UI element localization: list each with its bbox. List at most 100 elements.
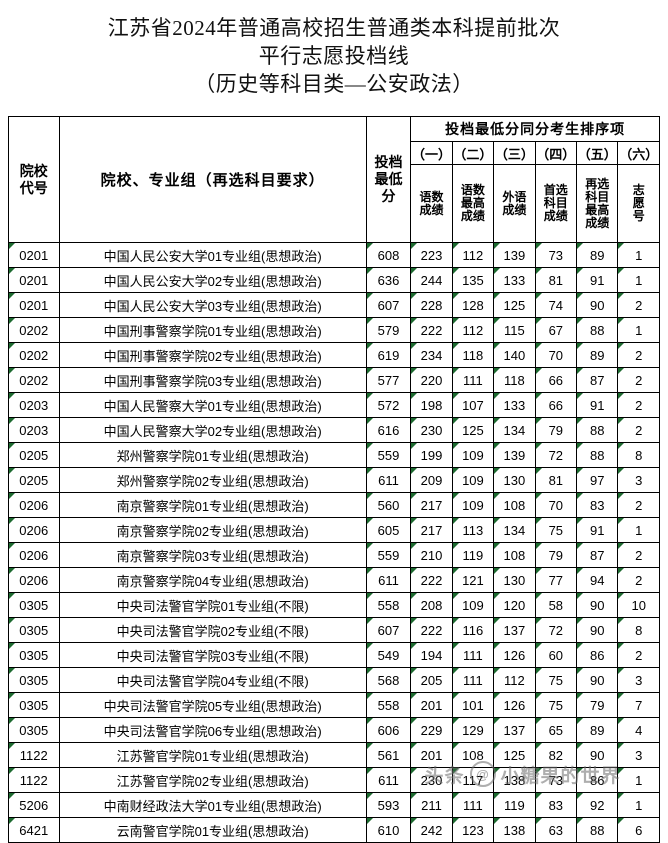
cell-rank-4-first-choice: 72 <box>534 442 578 468</box>
cell-rank-1-chinese-math: 222 <box>410 617 453 643</box>
cell-rank-6-volunteer-number: 2 <box>617 567 660 593</box>
cell-rank-5-reselect-max: 90 <box>576 667 619 693</box>
sub-3-line-1: 外语 <box>502 189 527 204</box>
cell-min-score: 559 <box>365 542 412 568</box>
cell-school-code: 0202 <box>8 317 60 343</box>
cell-rank-3-foreign-language: 119 <box>493 792 536 818</box>
table-row: 0205 郑州警察学院01专业组(思想政治) 559 199 109 139 72 88 8 <box>8 442 660 468</box>
table-row: 5206 中南财经政法大学01专业组(思想政治) 593 211 111 119 83 92 1 <box>8 792 660 818</box>
cell-rank-3-foreign-language: 130 <box>493 567 536 593</box>
header-school-code-l2: 代号 <box>19 179 48 196</box>
cell-min-score: 611 <box>365 767 412 793</box>
cell-min-score: 568 <box>365 667 412 693</box>
cell-rank-2-chinese-math-max: 109 <box>451 467 495 493</box>
table-row: 0201 中国人民公安大学03专业组(思想政治) 607 228 128 125 74 90 2 <box>8 292 660 318</box>
sub-6-line-2: 愿 <box>632 196 645 210</box>
sub-4-line-1: 首选 <box>543 183 568 197</box>
cell-rank-6-volunteer-number: 3 <box>617 667 660 693</box>
cell-school-major-group: 中国刑事警察学院03专业组(思想政治) <box>58 367 367 393</box>
cell-school-major-group: 南京警察学院01专业组(思想政治) <box>58 492 367 518</box>
page-title: 江苏省2024年普通高校招生普通类本科提前批次 平行志愿投档线 （历史等科目类—… <box>0 0 668 98</box>
admission-score-table: 院校 代号 院校、专业组（再选科目要求） 投档 最低 分 投档最低分同分考生排序… <box>8 116 660 843</box>
title-line-2: 平行志愿投档线 <box>258 44 410 68</box>
cell-school-major-group: 中国人民公安大学01专业组(思想政治) <box>58 242 367 268</box>
cell-rank-1-chinese-math: 228 <box>410 292 453 318</box>
sub-5-line-2: 科目 <box>585 189 610 204</box>
cell-school-code: 0206 <box>8 517 60 543</box>
table-row: 0206 南京警察学院01专业组(思想政治) 560 217 109 108 70 83 2 <box>8 492 660 518</box>
cell-rank-5-reselect-max: 91 <box>576 392 619 418</box>
cell-rank-4-first-choice: 82 <box>534 742 578 768</box>
cell-school-code: 0206 <box>8 542 60 568</box>
table-row: 0203 中国人民警察大学02专业组(思想政治) 616 230 125 134 79 88 2 <box>8 417 660 443</box>
cell-rank-4-first-choice: 79 <box>534 542 578 568</box>
cell-rank-2-chinese-math-max: 111 <box>451 667 495 693</box>
cell-rank-2-chinese-math-max: 109 <box>451 492 495 518</box>
cell-rank-2-chinese-math-max: 129 <box>451 717 495 743</box>
cell-school-major-group: 郑州警察学院01专业组(思想政治) <box>58 442 367 468</box>
cell-rank-6-volunteer-number: 1 <box>617 767 660 793</box>
cell-school-major-group: 云南警官学院01专业组(思想政治) <box>58 817 367 843</box>
cell-school-code: 0203 <box>8 417 60 443</box>
cell-rank-4-first-choice: 67 <box>534 317 578 343</box>
cell-rank-5-reselect-max: 90 <box>576 592 619 618</box>
cell-rank-6-volunteer-number: 1 <box>617 792 660 818</box>
header-min-score-l2: 最低 <box>374 171 403 187</box>
cell-school-code: 0201 <box>8 242 60 268</box>
cell-rank-1-chinese-math: 194 <box>410 642 453 668</box>
cell-rank-3-foreign-language: 120 <box>493 592 536 618</box>
table-row: 0305 中央司法警官学院02专业组(不限) 607 222 116 137 72 90 8 <box>8 617 660 643</box>
sub-4-line-2: 科目 <box>543 196 568 210</box>
table-row: 0305 中央司法警官学院01专业组(不限) 558 208 109 120 58 90 10 <box>8 592 660 618</box>
header-school-code: 院校 代号 <box>8 116 60 243</box>
cell-school-code: 0203 <box>8 392 60 418</box>
cell-school-major-group: 江苏警官学院02专业组(思想政治) <box>58 767 367 793</box>
table-row: 0202 中国刑事警察学院03专业组(思想政治) 577 220 111 118 66 87 2 <box>8 367 660 393</box>
cell-rank-4-first-choice: 73 <box>534 242 578 268</box>
cell-school-code: 0305 <box>8 617 60 643</box>
cell-rank-2-chinese-math-max: 123 <box>451 817 495 843</box>
cell-rank-3-foreign-language: 125 <box>493 742 536 768</box>
title-line-1: 江苏省2024年普通高校招生普通类本科提前批次 <box>107 16 561 40</box>
table-row: 0206 南京警察学院04专业组(思想政治) 611 222 121 130 77 94 2 <box>8 567 660 593</box>
cell-rank-1-chinese-math: 244 <box>410 267 453 293</box>
cell-rank-4-first-choice: 58 <box>534 592 578 618</box>
header-sub-volunteer-number: 志 愿 号 <box>617 164 660 243</box>
cell-school-code: 0206 <box>8 492 60 518</box>
cell-rank-1-chinese-math: 211 <box>410 792 453 818</box>
cell-school-code: 0305 <box>8 717 60 743</box>
cell-rank-2-chinese-math-max: 119 <box>451 542 495 568</box>
cell-min-score: 606 <box>365 717 412 743</box>
cell-min-score: 577 <box>365 367 412 393</box>
cell-rank-4-first-choice: 74 <box>534 292 578 318</box>
cell-school-code: 1122 <box>8 742 60 768</box>
cell-rank-5-reselect-max: 88 <box>576 442 619 468</box>
table-row: 0201 中国人民公安大学02专业组(思想政治) 636 244 135 133 81 91 1 <box>8 267 660 293</box>
cell-min-score: 572 <box>365 392 412 418</box>
table-body: 0201 中国人民公安大学01专业组(思想政治) 608 223 112 139 73 89 1… <box>8 242 660 843</box>
cell-min-score: 560 <box>365 492 412 518</box>
cell-rank-1-chinese-math: 230 <box>410 417 453 443</box>
cell-rank-3-foreign-language: 134 <box>493 517 536 543</box>
cell-rank-2-chinese-math-max: 107 <box>451 392 495 418</box>
cell-rank-5-reselect-max: 91 <box>576 267 619 293</box>
sub-6-line-1: 志 <box>632 183 645 197</box>
cell-rank-5-reselect-max: 90 <box>576 617 619 643</box>
cell-rank-2-chinese-math-max: 121 <box>451 567 495 593</box>
cell-rank-2-chinese-math-max: 109 <box>451 442 495 468</box>
cell-school-code: 0305 <box>8 592 60 618</box>
cell-rank-1-chinese-math: 222 <box>410 317 453 343</box>
cell-rank-3-foreign-language: 118 <box>493 367 536 393</box>
cell-rank-2-chinese-math-max: 128 <box>451 292 495 318</box>
sub-5-line-1: 再选 <box>585 176 610 191</box>
table-row: 0206 南京警察学院03专业组(思想政治) 559 210 119 108 79 87 2 <box>8 542 660 568</box>
header-school-code-l1: 院校 <box>19 162 48 179</box>
cell-school-code: 6421 <box>8 817 60 843</box>
cell-school-major-group: 南京警察学院03专业组(思想政治) <box>58 542 367 568</box>
table-header: 院校 代号 院校、专业组（再选科目要求） 投档 最低 分 投档最低分同分考生排序… <box>8 116 660 243</box>
sub-2-line-1: 语数 <box>460 183 485 197</box>
cell-rank-6-volunteer-number: 2 <box>617 642 660 668</box>
cell-school-major-group: 南京警察学院02专业组(思想政治) <box>58 517 367 543</box>
cell-rank-4-first-choice: 70 <box>534 492 578 518</box>
cell-rank-6-volunteer-number: 8 <box>617 442 660 468</box>
